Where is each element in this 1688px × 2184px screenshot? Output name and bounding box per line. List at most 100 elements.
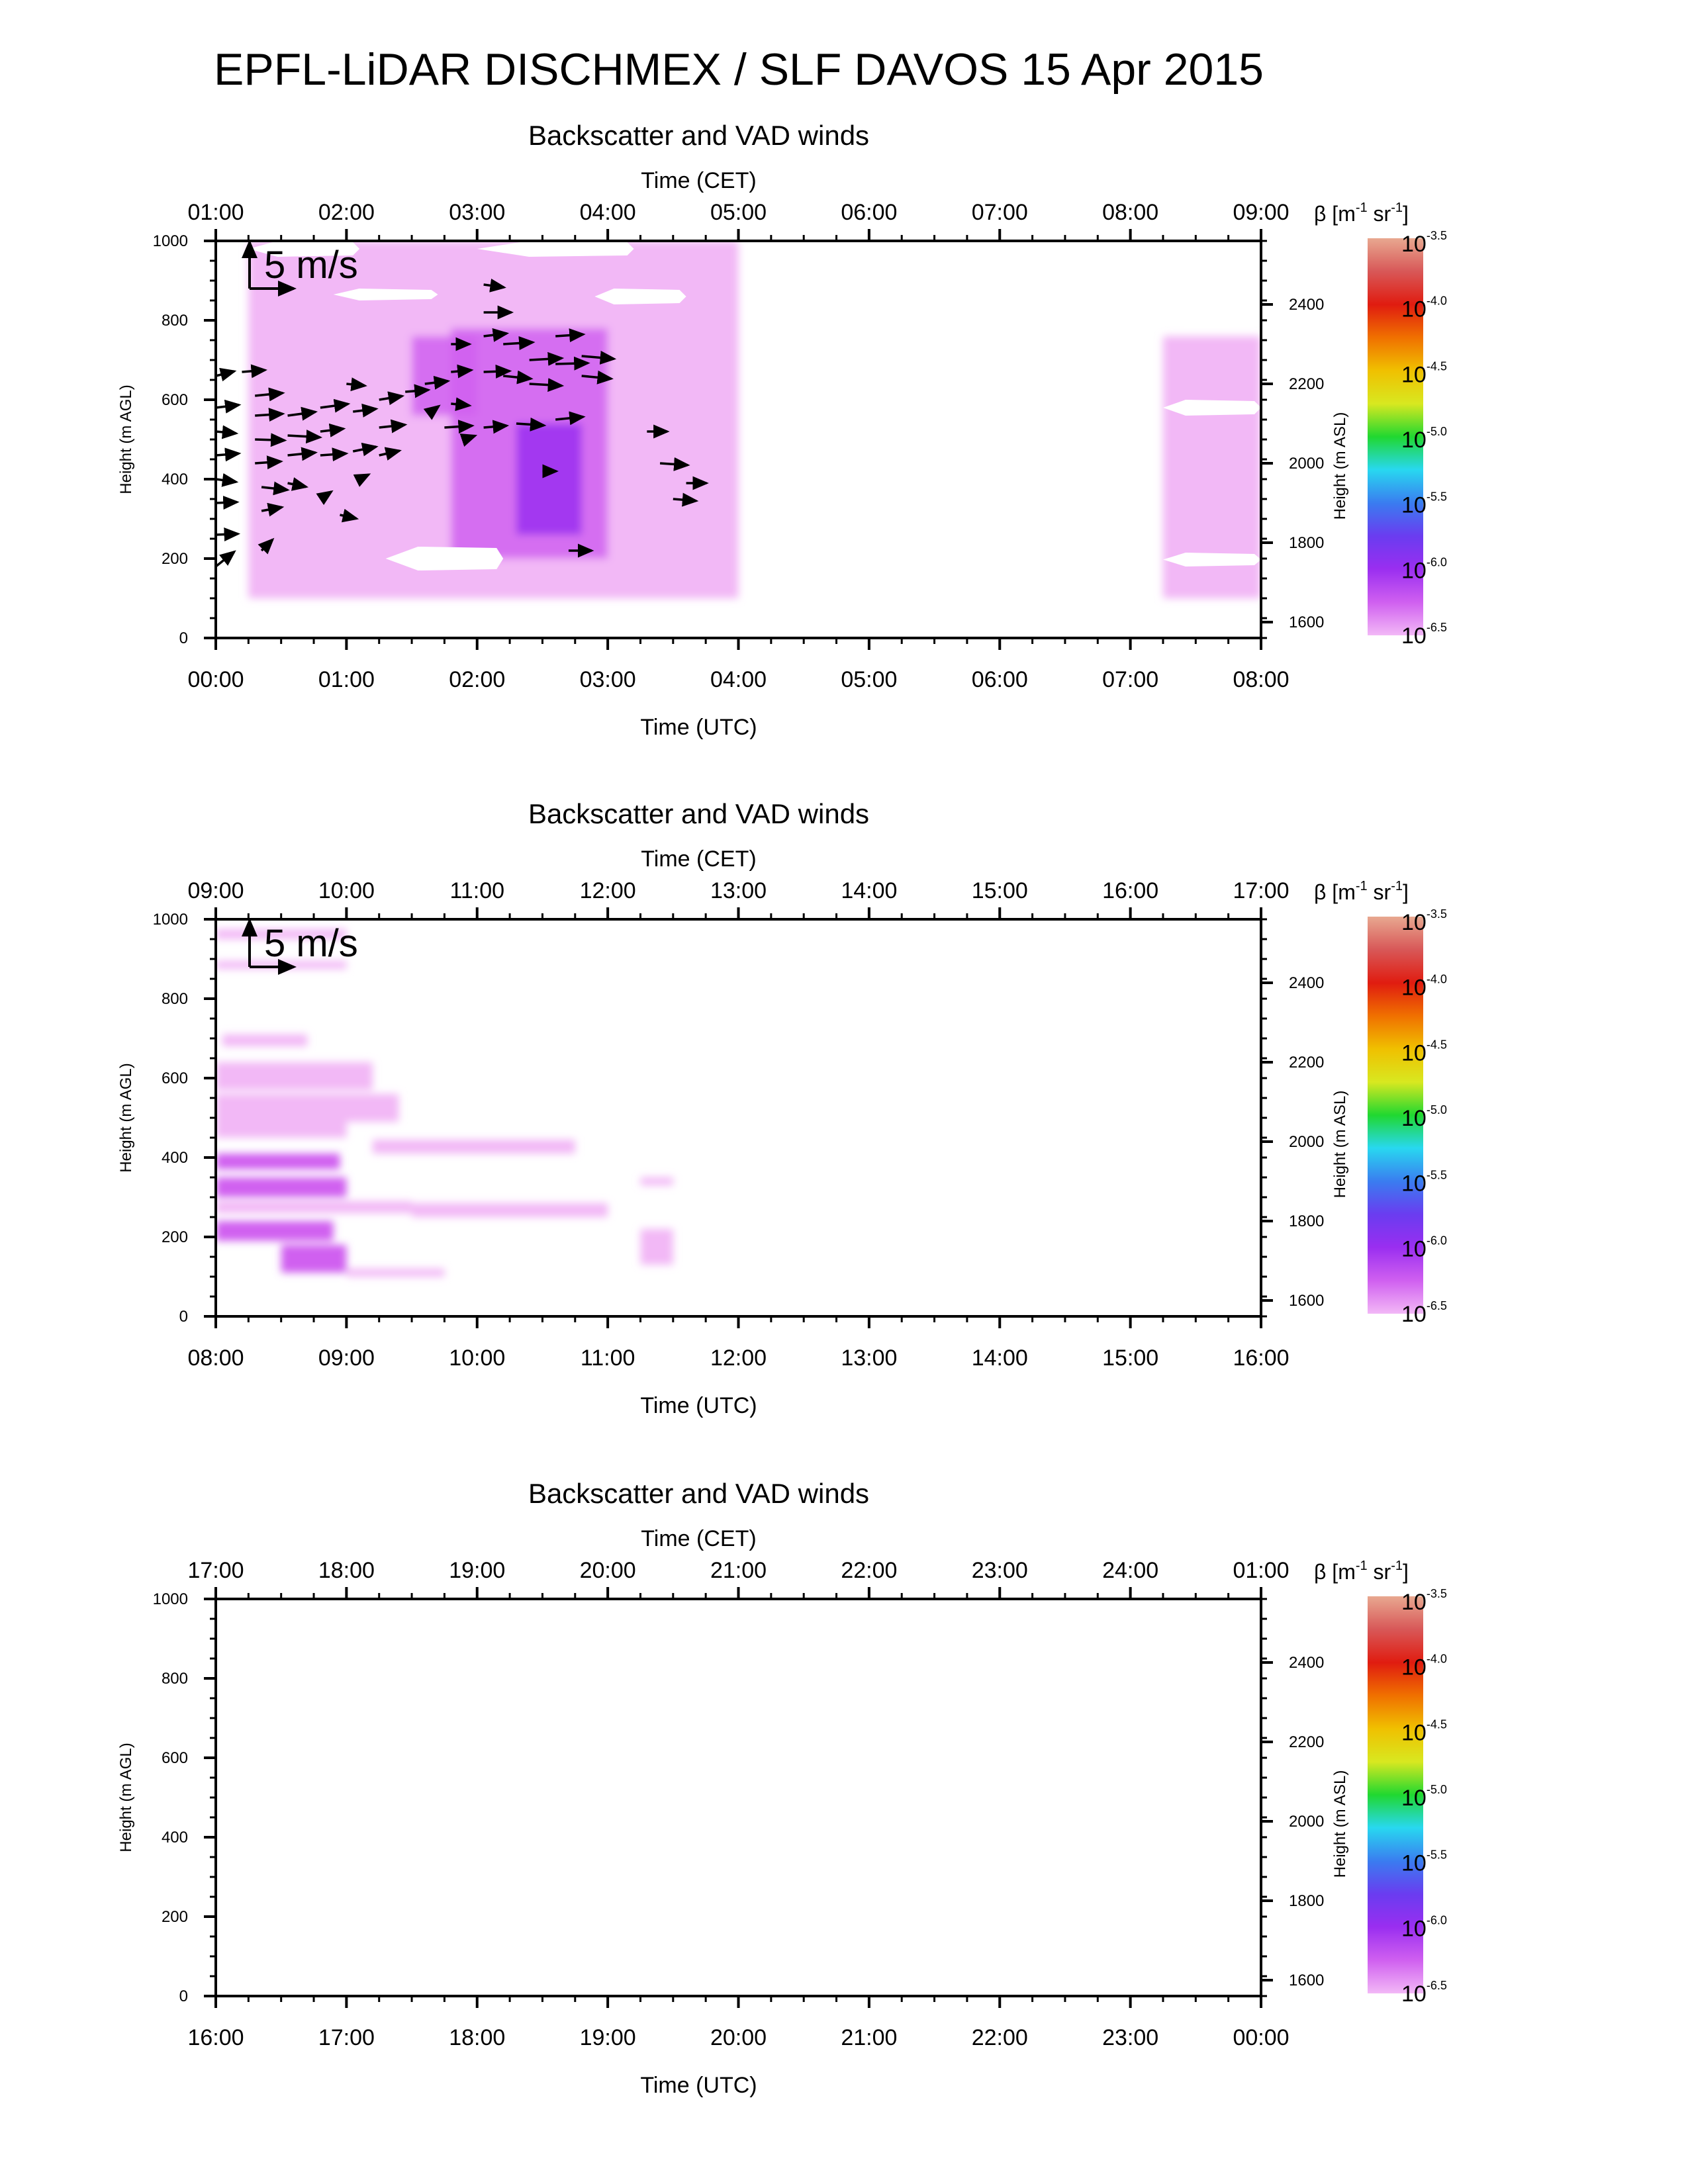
wind-scale-label: 5 m/s	[264, 244, 358, 287]
wind-vector	[483, 328, 510, 342]
colorbar-tick-exp: -4.5	[1427, 1038, 1447, 1051]
colorbar-tick-label: 10-5.0	[1401, 1783, 1447, 1811]
x-tick-label-bottom: 11:00	[581, 1345, 635, 1371]
x-tick-label-top: 02:00	[318, 200, 375, 225]
x-tick-label-bottom: 07:00	[1102, 667, 1158, 692]
y-tick-label-left: 1000	[153, 911, 188, 929]
x-tick-label-top: 07:00	[972, 200, 1028, 225]
x-tick-label-top: 14:00	[841, 878, 897, 903]
x-tick-label-bottom: 03:00	[580, 667, 636, 692]
wind-vector	[659, 457, 690, 471]
colorbar-bar	[1368, 917, 1423, 1314]
wind-vector	[451, 364, 474, 379]
x-tick-label-top: 22:00	[841, 1558, 897, 1583]
x-tick-label-top: 08:00	[1102, 200, 1158, 225]
y-tick-label-left: 800	[162, 312, 188, 330]
x-tick-label-bottom: 19:00	[580, 2025, 636, 2050]
colorbar-tick-label: 10-5.0	[1401, 1103, 1447, 1131]
y-tick-label-right: 2000	[1289, 1133, 1324, 1151]
wind-vector	[379, 419, 408, 433]
no-data-gap	[248, 241, 360, 257]
x-tick-label-top: 01:00	[187, 200, 244, 225]
colorbar-title: β [m-1 sr-1]	[1314, 201, 1409, 226]
colorbar-tick-base: 10	[1401, 1981, 1427, 2007]
colorbar-title-part: ]	[1403, 880, 1409, 904]
wind-vector	[255, 455, 283, 470]
no-data-gap	[385, 547, 504, 570]
wind-vector	[581, 370, 614, 385]
x-tick-label-top: 18:00	[318, 1558, 375, 1583]
colorbar-tick-exp: -5.5	[1427, 1169, 1447, 1182]
colorbar-tick-label: 10-4.0	[1401, 973, 1447, 1001]
y-tick-label-left: 1000	[153, 1590, 188, 1608]
y-tick-label-right: 2200	[1289, 1054, 1324, 1071]
y-tick-label-right: 2200	[1289, 1733, 1324, 1751]
wind-vector	[340, 508, 359, 523]
x-tick-label-top: 03:00	[449, 200, 505, 225]
x-tick-label-bottom: 14:00	[972, 1345, 1028, 1371]
x-tick-label-bottom: 08:00	[187, 1345, 244, 1371]
x-tick-label-top: 17:00	[1233, 878, 1289, 903]
x-tick-label-top: 24:00	[1102, 1558, 1158, 1583]
colorbar: β [m-1 sr-1]10-3.510-4.010-4.510-5.010-5…	[1314, 1559, 1447, 2007]
colorbar-tick-exp: -5.5	[1427, 1848, 1447, 1862]
x-tick-label-top: 05:00	[710, 200, 767, 225]
backscatter-cell	[216, 1094, 399, 1122]
y-axis-label-left: Height (m AGL)	[117, 1743, 135, 1852]
chart-panel-1: Backscatter and VAD winds Time (CET) Time …	[117, 120, 1447, 740]
x-tick-label-bottom: 20:00	[710, 2025, 767, 2050]
colorbar-title-part: -1	[1356, 1559, 1368, 1573]
no-data-gap	[1162, 289, 1261, 328]
colorbar-tick-exp: -4.5	[1427, 359, 1447, 373]
wind-vector	[483, 420, 510, 434]
colorbar-tick-exp: -6.0	[1427, 555, 1447, 569]
colorbar-title-part: -1	[1391, 879, 1403, 893]
x-tick-label-bottom: 16:00	[187, 2025, 244, 2050]
colorbar-tick-label: 10-3.5	[1401, 229, 1447, 257]
panel-title: Backscatter and VAD winds	[528, 798, 869, 829]
backscatter-cell	[372, 1140, 575, 1154]
colorbar-tick-label: 10-4.0	[1401, 1653, 1447, 1680]
backscatter-field	[216, 929, 673, 1277]
colorbar-tick-exp: -4.0	[1427, 1653, 1447, 1666]
x-tick-label-bottom: 18:00	[449, 2025, 505, 2050]
colorbar-tick-base: 10	[1401, 910, 1427, 935]
y-tick-label-right: 2400	[1289, 1654, 1324, 1672]
backscatter-cell	[412, 1203, 608, 1217]
colorbar-tick-exp: -5.5	[1427, 490, 1447, 504]
x-tick-label-top: 15:00	[972, 878, 1028, 903]
y-tick-label-left: 800	[162, 1670, 188, 1688]
x-tick-label-bottom: 08:00	[1233, 667, 1289, 692]
wind-vector	[215, 447, 242, 462]
colorbar-title-part: ]	[1403, 1560, 1409, 1584]
x-tick-label-bottom: 13:00	[841, 1345, 897, 1371]
backscatter-cell	[640, 1229, 673, 1265]
wind-vector	[320, 447, 349, 462]
x-tick-label-bottom: 02:00	[449, 667, 505, 692]
panel-title: Backscatter and VAD winds	[528, 120, 869, 151]
y-axis-label-right: Height (m ASL)	[1331, 1091, 1349, 1199]
no-data-gap	[1162, 269, 1261, 285]
wind-vector	[423, 404, 441, 420]
x-tick-label-top: 06:00	[841, 200, 897, 225]
colorbar-tick-label: 10-5.5	[1401, 1169, 1447, 1197]
wind-vector	[287, 406, 318, 421]
x-tick-label-bottom: 04:00	[710, 667, 767, 692]
colorbar-tick-base: 10	[1401, 558, 1427, 583]
colorbar: β [m-1 sr-1]10-3.510-4.010-4.510-5.010-5…	[1314, 879, 1447, 1327]
y-tick-label-left: 600	[162, 1069, 188, 1087]
colorbar-tick-exp: -4.0	[1427, 295, 1447, 308]
backscatter-cell	[216, 1221, 334, 1241]
y-tick-label-left: 800	[162, 990, 188, 1008]
colorbar-title: β [m-1 sr-1]	[1314, 879, 1409, 904]
colorbar-title-part: sr	[1368, 880, 1391, 904]
colorbar-tick-base: 10	[1401, 1720, 1427, 1745]
x-tick-label-bottom: 01:00	[318, 667, 375, 692]
colorbar-tick-label: 10-6.5	[1401, 1979, 1447, 2007]
wind-vector	[316, 490, 334, 506]
x-tick-label-top: 19:00	[449, 1558, 505, 1583]
wind-vector	[242, 364, 267, 379]
y-tick-label-left: 0	[179, 629, 188, 647]
colorbar-tick-label: 10-5.5	[1401, 490, 1447, 518]
wind-vector	[555, 356, 590, 371]
